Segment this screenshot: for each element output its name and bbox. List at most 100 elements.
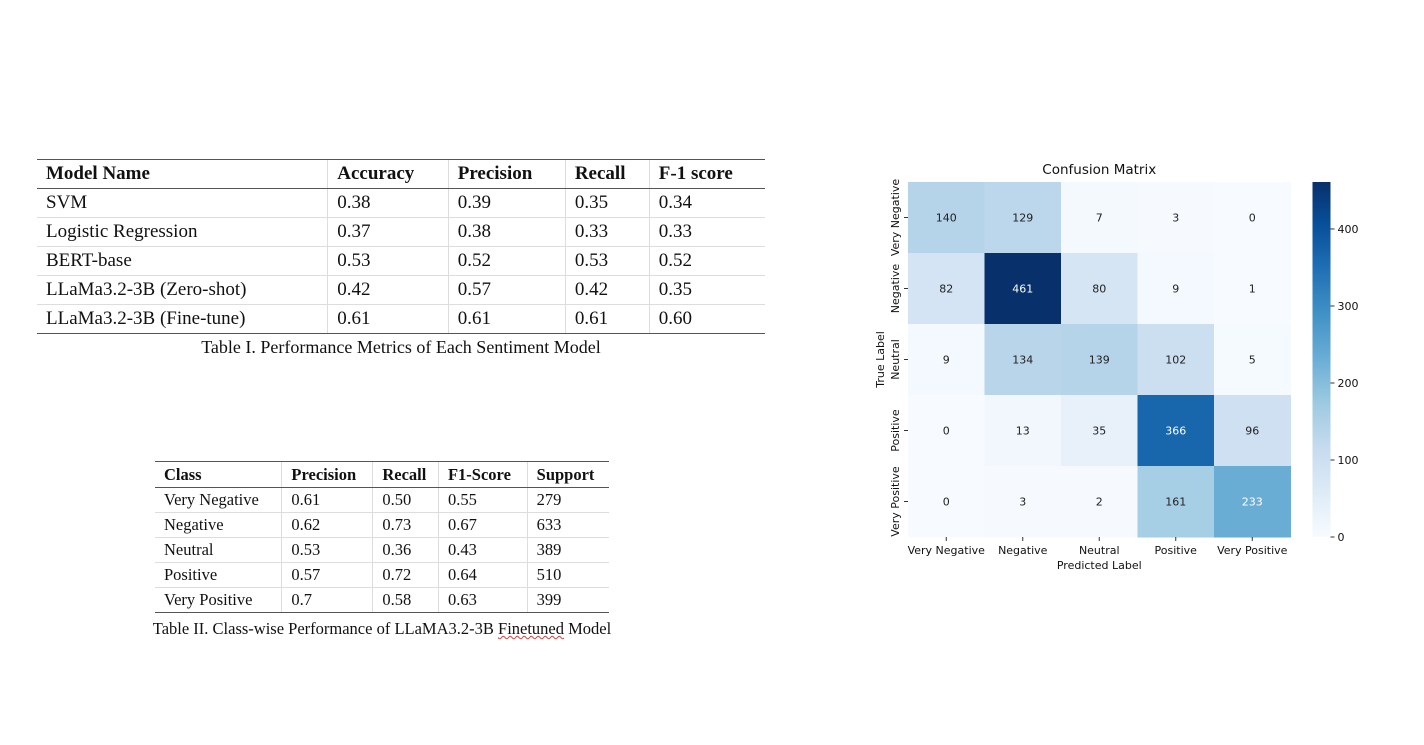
cell-label: 0 xyxy=(943,496,950,509)
heatmap-cell xyxy=(1061,466,1138,538)
table-row: Neutral 0.53 0.36 0.43 389 xyxy=(155,537,609,563)
cell-label: 9 xyxy=(943,354,950,367)
heatmap-cell xyxy=(984,182,1062,254)
heatmap-cell xyxy=(984,395,1062,467)
table-cell: 0.64 xyxy=(437,562,528,588)
table-cell: 0.52 xyxy=(447,246,566,276)
cell-label: 35 xyxy=(1092,425,1106,438)
y-tick-label: Positive xyxy=(889,409,902,452)
cell-label: 96 xyxy=(1245,425,1259,438)
column-header: Model Name xyxy=(37,159,328,189)
table-cell: LLaMa3.2-3B (Fine-tune) xyxy=(37,304,328,334)
table-row: Logistic Regression 0.37 0.38 0.33 0.33 xyxy=(37,217,765,247)
table-cell: 0.33 xyxy=(564,217,650,247)
table-cell: Very Negative xyxy=(155,487,282,513)
y-tick-label: Negative xyxy=(889,264,902,314)
cell-label: 461 xyxy=(1012,283,1033,296)
heatmap-cell xyxy=(908,182,985,254)
cell-label: 139 xyxy=(1089,354,1110,367)
table-cell: Negative xyxy=(155,512,282,538)
table-cell: 0.67 xyxy=(437,512,528,538)
cell-label: 5 xyxy=(1249,354,1256,367)
table-cell: Neutral xyxy=(155,537,282,563)
cell-label: 82 xyxy=(939,283,953,296)
table-cell: 0.52 xyxy=(648,246,765,276)
cell-label: 80 xyxy=(1092,283,1106,296)
table-cell: 0.72 xyxy=(372,562,439,588)
column-header: Recall xyxy=(564,159,650,189)
heatmap-cell xyxy=(908,395,985,467)
cell-label: 161 xyxy=(1165,496,1186,509)
heatmap-cell xyxy=(984,324,1062,396)
y-tick-label: Neutral xyxy=(889,339,902,380)
table-cell: 0.42 xyxy=(564,275,650,305)
table-cell: 0.61 xyxy=(564,304,650,334)
table-cell: 0.55 xyxy=(437,487,528,513)
caption-flagged-word: Finetuned xyxy=(498,619,565,638)
x-tick-label: Negative xyxy=(998,544,1048,557)
heatmap-cell xyxy=(908,466,985,538)
y-axis-label: True Label xyxy=(874,331,887,389)
cell-label: 7 xyxy=(1096,212,1103,225)
column-header: Support xyxy=(526,461,609,488)
heatmap-cell xyxy=(984,253,1062,325)
table2-caption: Table II. Class-wise Performance of LLaM… xyxy=(140,619,624,639)
heatmap-cell xyxy=(1061,324,1138,396)
cell-label: 140 xyxy=(936,212,957,225)
heatmap-cell xyxy=(1214,395,1291,467)
cell-label: 2 xyxy=(1096,496,1103,509)
cell-label: 134 xyxy=(1012,354,1033,367)
table-cell: 279 xyxy=(526,487,609,513)
column-header: Accuracy xyxy=(327,159,449,189)
caption-prefix: Table II. Class-wise Performance of LLaM… xyxy=(152,619,499,638)
table-cell: SVM xyxy=(37,188,328,218)
cell-label: 366 xyxy=(1165,425,1186,438)
table-cell: LLaMa3.2-3B (Zero-shot) xyxy=(37,275,328,305)
table-cell: 0.61 xyxy=(447,304,566,334)
heatmap-cell xyxy=(1214,466,1291,538)
cell-label: 233 xyxy=(1242,496,1263,509)
heatmap-cell xyxy=(1214,324,1291,396)
heatmap-cell xyxy=(908,324,985,396)
table-cell: 0.62 xyxy=(281,512,373,538)
x-axis-label: Predicted Label xyxy=(1057,559,1142,572)
table-header-row: Model Name Accuracy Precision Recall F-1 sco… xyxy=(37,159,765,189)
table-cell: 0.7 xyxy=(281,587,373,613)
table-cell: 0.37 xyxy=(327,217,449,247)
table-cell: 0.63 xyxy=(437,587,528,613)
table-cell: 0.58 xyxy=(372,587,439,613)
table-cell: 399 xyxy=(526,587,609,613)
cell-label: 0 xyxy=(1249,212,1256,225)
heatmap-cell xyxy=(1214,182,1291,254)
table-row: Very Negative 0.61 0.50 0.55 279 xyxy=(155,487,609,513)
heatmap-cell xyxy=(1061,182,1138,254)
colorbar xyxy=(1312,182,1331,537)
table-row: Positive 0.57 0.72 0.64 510 xyxy=(155,562,609,588)
heatmap-cell xyxy=(1137,466,1215,538)
cell-label: 3 xyxy=(1172,212,1179,225)
x-tick-label: Very Negative xyxy=(908,544,986,557)
table-cell: 0.50 xyxy=(372,487,439,513)
table-cell: BERT-base xyxy=(37,246,328,276)
table-cell: 0.34 xyxy=(648,188,765,218)
colorbar-tick-label: 0 xyxy=(1338,531,1345,544)
cell-label: 0 xyxy=(943,425,950,438)
table-cell: 510 xyxy=(526,562,609,588)
table-cell: 0.33 xyxy=(648,217,765,247)
colorbar-tick-label: 300 xyxy=(1338,300,1359,313)
column-header: Precision xyxy=(447,159,566,189)
table-row: Negative 0.62 0.73 0.67 633 xyxy=(155,512,609,538)
heatmap-cell xyxy=(1061,395,1138,467)
heatmap-cell xyxy=(1214,253,1291,325)
table-cell: 0.38 xyxy=(327,188,449,218)
table-cell: Very Positive xyxy=(155,587,282,613)
column-header: Recall xyxy=(372,461,439,488)
table-header-row: Class Precision Recall F1-Score Support xyxy=(155,461,609,488)
x-tick-label: Very Positive xyxy=(1217,544,1288,557)
table-cell: 0.53 xyxy=(327,246,449,276)
cell-label: 3 xyxy=(1019,496,1026,509)
cell-label: 13 xyxy=(1016,425,1030,438)
column-header: Class xyxy=(155,461,282,488)
heatmap-cell xyxy=(1137,324,1215,396)
heatmap-cell xyxy=(908,253,985,325)
